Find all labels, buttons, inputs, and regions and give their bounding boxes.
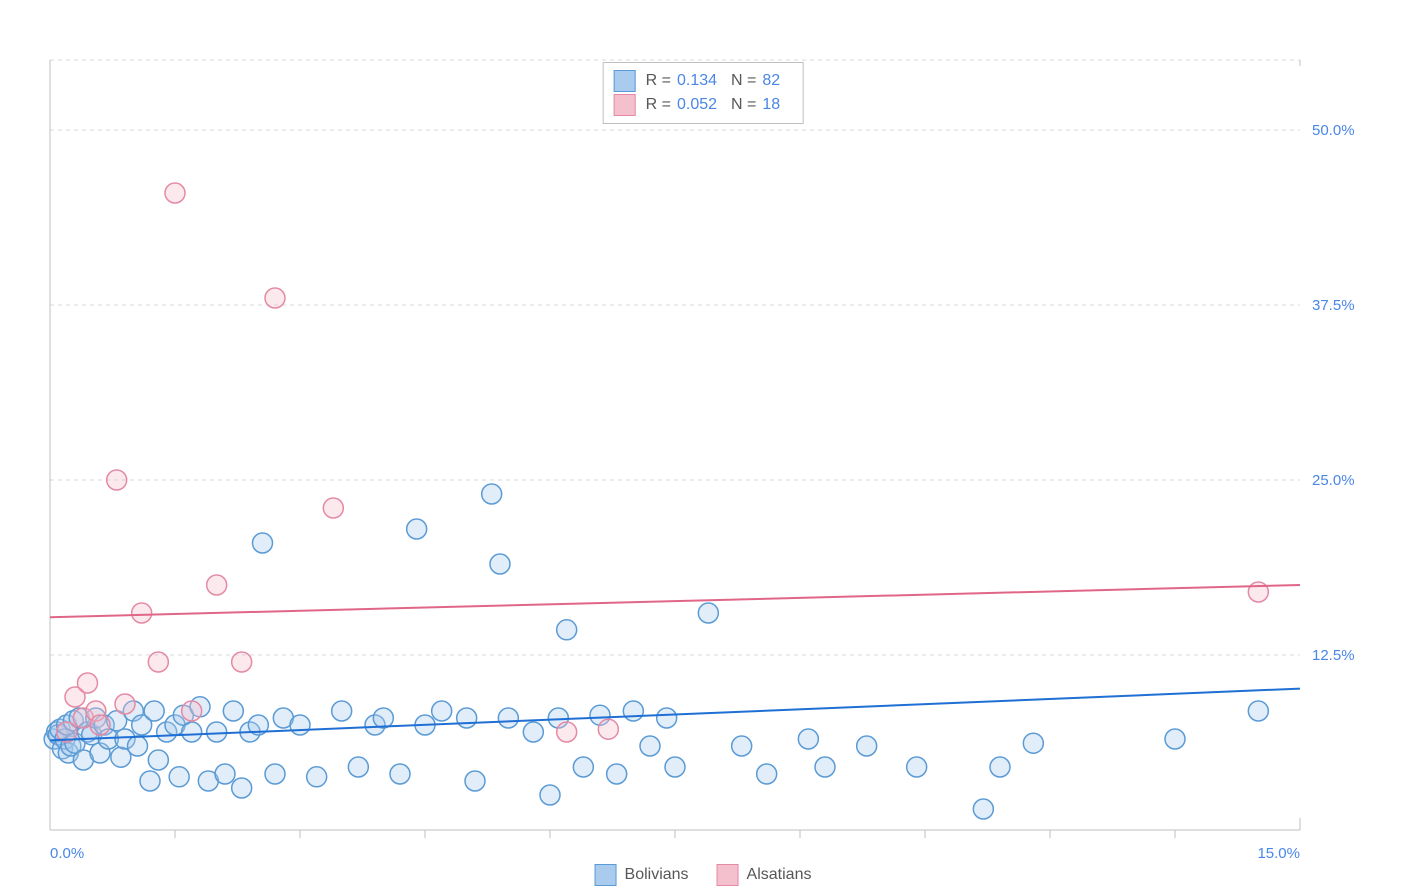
- data-point: [182, 722, 202, 742]
- data-point: [457, 708, 477, 728]
- data-point: [232, 778, 252, 798]
- scatter-plot-svg: 12.5% 25.0% 37.5% 50.0% 0.0% 15.0%: [0, 40, 1406, 892]
- data-point: [290, 715, 310, 735]
- data-point: [253, 533, 273, 553]
- data-point: [732, 736, 752, 756]
- data-point: [390, 764, 410, 784]
- data-point: [973, 799, 993, 819]
- data-point: [815, 757, 835, 777]
- data-point: [332, 701, 352, 721]
- x-tick-label: 15.0%: [1257, 845, 1300, 862]
- header: [0, 0, 1406, 18]
- data-point: [307, 767, 327, 787]
- y-tick-label: 50.0%: [1312, 122, 1355, 139]
- r-label: R =: [646, 72, 671, 90]
- data-point: [169, 767, 189, 787]
- data-point: [90, 715, 110, 735]
- y-tick-label: 37.5%: [1312, 297, 1355, 314]
- n-label: N =: [731, 96, 756, 114]
- legend-swatch: [717, 864, 739, 886]
- data-point: [128, 736, 148, 756]
- n-value: 18: [762, 96, 788, 114]
- trend-line: [50, 585, 1300, 617]
- data-point: [640, 736, 660, 756]
- data-point: [348, 757, 368, 777]
- legend-text: R = 0.052 N = 18: [646, 96, 789, 114]
- data-point: [657, 708, 677, 728]
- data-point: [148, 652, 168, 672]
- data-point: [144, 701, 164, 721]
- data-point: [665, 757, 685, 777]
- stats-legend-row: R = 0.052 N = 18: [614, 93, 789, 117]
- data-point: [523, 722, 543, 742]
- data-point: [148, 750, 168, 770]
- data-point: [1165, 729, 1185, 749]
- data-point: [990, 757, 1010, 777]
- data-point: [540, 785, 560, 805]
- data-point: [857, 736, 877, 756]
- data-point: [115, 694, 135, 714]
- data-point: [1248, 701, 1268, 721]
- data-point: [132, 603, 152, 623]
- n-value: 82: [762, 72, 788, 90]
- data-point: [432, 701, 452, 721]
- stats-legend-row: R = 0.134 N = 82: [614, 69, 789, 93]
- y-tick-label: 12.5%: [1312, 647, 1355, 664]
- data-point: [265, 288, 285, 308]
- legend-label: Bolivians: [625, 866, 689, 884]
- legend-item: Bolivians: [595, 864, 689, 886]
- data-point: [232, 652, 252, 672]
- data-point: [323, 498, 343, 518]
- data-point: [598, 719, 618, 739]
- n-label: N =: [731, 72, 756, 90]
- x-tick-label: 0.0%: [50, 845, 84, 862]
- data-point: [490, 554, 510, 574]
- data-point: [140, 771, 160, 791]
- data-point: [265, 764, 285, 784]
- data-point: [1023, 733, 1043, 753]
- data-point: [907, 757, 927, 777]
- data-point: [798, 729, 818, 749]
- data-point: [498, 708, 518, 728]
- legend-item: Alsatians: [717, 864, 812, 886]
- data-point: [607, 764, 627, 784]
- y-tick-label: 25.0%: [1312, 472, 1355, 489]
- r-value: 0.134: [677, 72, 725, 90]
- data-point: [557, 620, 577, 640]
- data-point: [78, 673, 98, 693]
- r-value: 0.052: [677, 96, 725, 114]
- data-point: [465, 771, 485, 791]
- data-point: [482, 484, 502, 504]
- data-point: [215, 764, 235, 784]
- data-point: [573, 757, 593, 777]
- legend-text: R = 0.134 N = 82: [646, 72, 789, 90]
- data-point: [757, 764, 777, 784]
- data-point: [107, 470, 127, 490]
- data-point: [207, 722, 227, 742]
- data-point: [623, 701, 643, 721]
- data-point: [165, 183, 185, 203]
- stats-legend: R = 0.134 N = 82 R = 0.052 N = 18: [603, 62, 804, 124]
- legend-swatch: [614, 94, 636, 116]
- r-label: R =: [646, 96, 671, 114]
- data-point: [182, 701, 202, 721]
- data-point: [407, 519, 427, 539]
- chart-area: 12.5% 25.0% 37.5% 50.0% 0.0% 15.0% R = 0.134 N…: [0, 40, 1406, 892]
- data-point: [223, 701, 243, 721]
- data-point: [373, 708, 393, 728]
- data-point: [557, 722, 577, 742]
- series-legend: Bolivians Alsatians: [595, 864, 812, 886]
- legend-label: Alsatians: [747, 866, 812, 884]
- data-point: [698, 603, 718, 623]
- data-point: [207, 575, 227, 595]
- legend-swatch: [595, 864, 617, 886]
- legend-swatch: [614, 70, 636, 92]
